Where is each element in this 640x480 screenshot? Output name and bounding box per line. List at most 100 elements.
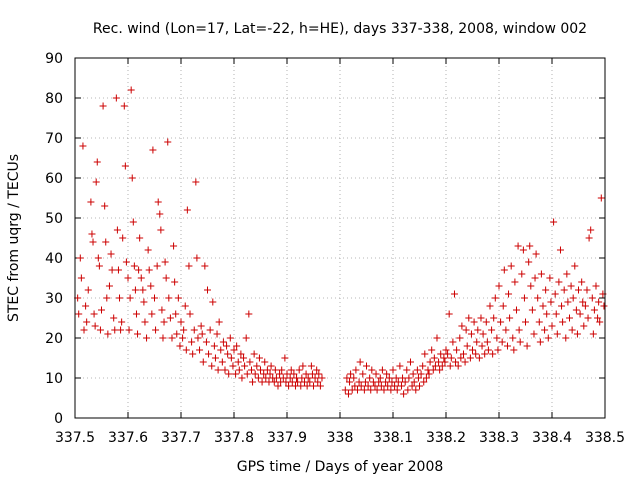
data-point xyxy=(459,350,467,358)
data-point xyxy=(303,382,311,390)
data-point xyxy=(551,290,559,298)
data-point xyxy=(522,318,529,326)
data-point xyxy=(209,298,217,306)
data-point xyxy=(416,382,423,390)
data-point xyxy=(600,302,608,310)
data-point xyxy=(165,294,173,302)
data-point xyxy=(527,282,535,290)
data-point xyxy=(302,370,310,378)
data-point xyxy=(283,370,291,378)
data-point xyxy=(95,262,103,270)
data-point xyxy=(98,306,105,314)
data-point xyxy=(552,310,560,318)
data-point xyxy=(481,350,489,358)
data-point xyxy=(221,366,229,374)
data-point xyxy=(371,382,379,390)
data-point xyxy=(298,374,306,382)
data-point xyxy=(341,386,349,394)
data-point xyxy=(308,370,316,378)
data-point xyxy=(526,242,534,250)
data-point xyxy=(318,374,326,382)
data-point xyxy=(311,374,319,382)
data-point xyxy=(456,334,464,342)
data-point xyxy=(564,298,572,306)
data-point xyxy=(478,342,486,350)
data-point xyxy=(242,334,250,342)
data-point xyxy=(230,346,238,354)
data-point xyxy=(180,326,188,334)
data-point xyxy=(509,334,517,342)
data-point xyxy=(514,242,522,250)
data-point xyxy=(353,386,361,394)
data-point xyxy=(183,206,191,214)
data-point xyxy=(145,266,153,274)
data-point xyxy=(421,350,429,358)
data-point xyxy=(274,382,282,390)
data-point xyxy=(227,354,235,362)
data-point xyxy=(262,374,270,382)
data-point xyxy=(185,262,193,270)
data-point xyxy=(406,358,414,366)
data-point xyxy=(596,318,604,326)
data-point xyxy=(367,386,375,394)
data-point xyxy=(562,334,570,342)
data-point xyxy=(403,366,411,374)
data-point xyxy=(215,318,223,326)
data-point xyxy=(99,102,107,110)
data-point xyxy=(352,366,360,374)
data-point xyxy=(88,230,96,238)
data-point xyxy=(548,322,556,330)
data-point xyxy=(394,378,402,386)
data-point xyxy=(445,310,453,318)
data-point xyxy=(537,270,545,278)
data-point xyxy=(122,258,130,266)
data-point xyxy=(579,298,587,306)
data-point xyxy=(350,374,358,382)
data-point xyxy=(400,390,408,398)
data-point xyxy=(159,334,167,342)
data-point xyxy=(553,330,561,338)
data-point xyxy=(440,354,448,362)
data-point xyxy=(149,146,157,154)
data-point xyxy=(249,378,257,386)
data-point xyxy=(271,366,279,374)
data-point xyxy=(347,370,355,378)
y-tick-label: 50 xyxy=(45,211,63,227)
x-tick-label: 338.1 xyxy=(373,430,413,446)
data-point xyxy=(571,262,579,270)
data-point xyxy=(578,278,586,286)
data-point xyxy=(572,306,580,314)
data-point xyxy=(77,274,85,282)
data-point xyxy=(290,370,298,378)
x-tick-label: 337.5 xyxy=(55,430,95,446)
data-point xyxy=(279,374,287,382)
data-point xyxy=(590,306,598,314)
data-point xyxy=(196,346,204,354)
data-point xyxy=(503,342,511,350)
data-point xyxy=(360,386,368,394)
data-point xyxy=(136,234,144,242)
data-point xyxy=(103,294,111,302)
chart-title: Rec. wind (Lon=17, Lat=-22, h=HE), days … xyxy=(93,21,587,37)
data-point xyxy=(117,326,125,334)
data-point xyxy=(498,338,506,346)
data-point xyxy=(157,226,165,234)
data-point xyxy=(532,250,540,258)
data-point xyxy=(295,366,303,374)
data-point xyxy=(589,330,597,338)
data-point xyxy=(525,258,533,266)
data-point xyxy=(563,270,571,278)
data-point xyxy=(384,382,392,390)
data-point xyxy=(346,378,354,386)
data-point xyxy=(218,358,226,366)
data-point xyxy=(512,306,520,314)
data-point xyxy=(310,382,317,390)
data-point xyxy=(112,94,120,102)
data-point xyxy=(170,242,178,250)
data-point xyxy=(461,358,469,366)
data-point xyxy=(83,318,91,326)
data-point xyxy=(376,374,384,382)
data-point xyxy=(467,330,475,338)
data-point xyxy=(472,350,480,358)
